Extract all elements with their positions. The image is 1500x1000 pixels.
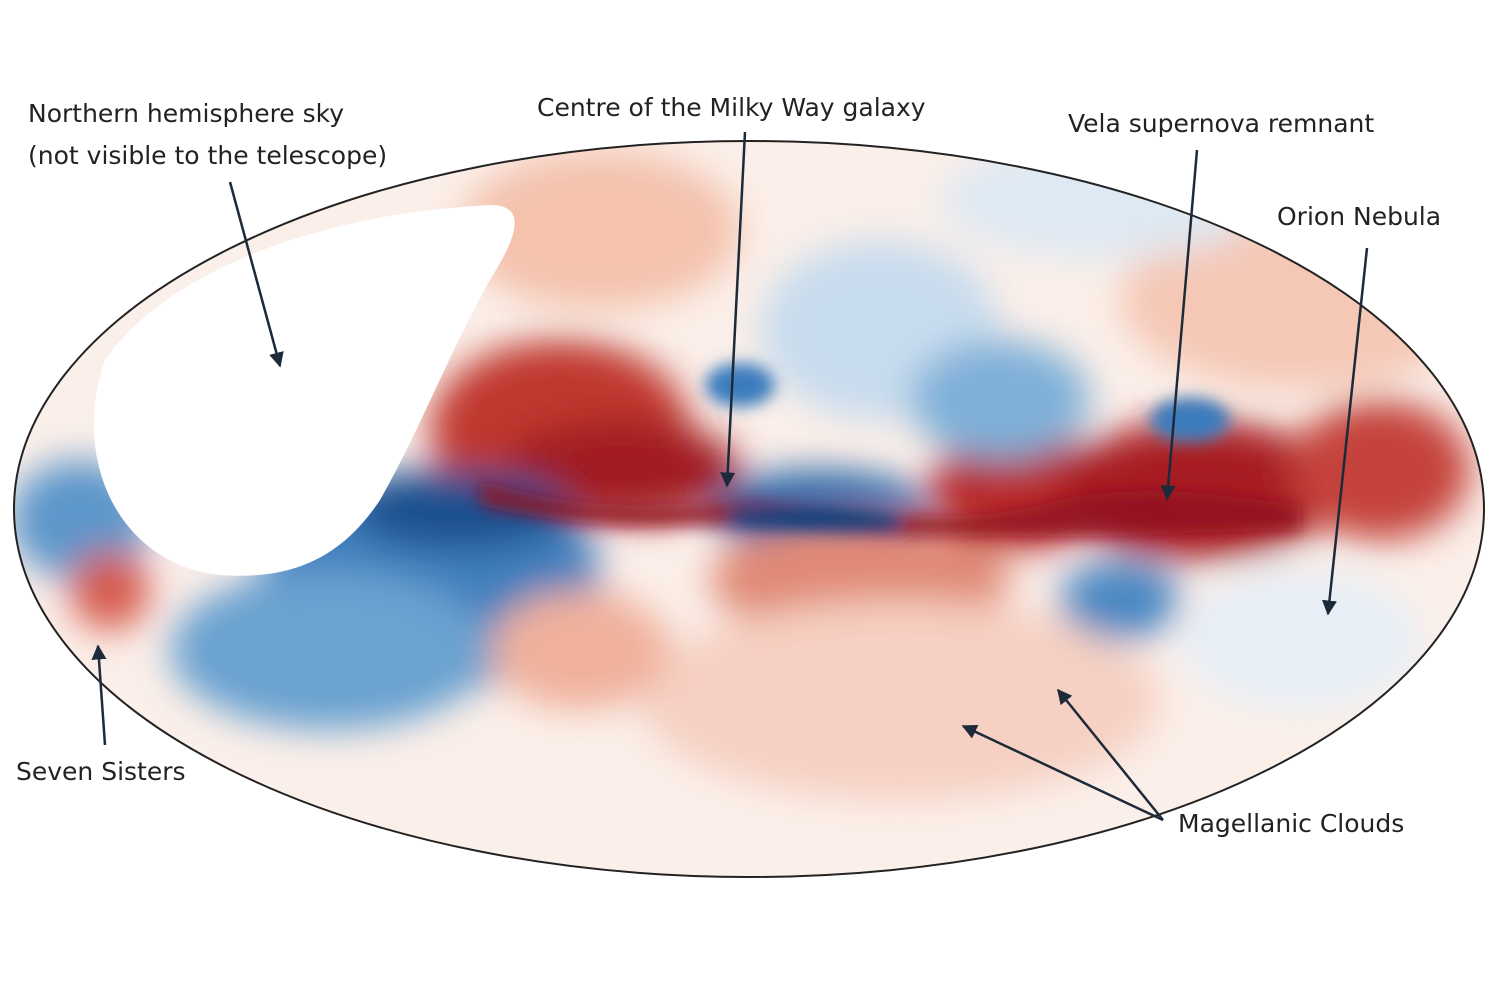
label: Centre of the Milky Way galaxy <box>537 93 926 122</box>
label: Orion Nebula <box>1277 202 1441 231</box>
galactic-plane <box>480 363 1300 537</box>
arrow <box>228 181 284 368</box>
arrow <box>961 724 1164 822</box>
arrow <box>720 131 747 488</box>
label: (not visible to the telescope) <box>28 141 387 170</box>
arrow <box>1057 688 1164 821</box>
arrow <box>1321 247 1369 616</box>
sky-map <box>14 141 1484 877</box>
sky-outline <box>13 140 1485 878</box>
label: Magellanic Clouds <box>1178 809 1404 838</box>
arrow <box>1160 149 1199 501</box>
unobserved-region <box>93 205 515 576</box>
arrow <box>91 644 107 746</box>
label: Northern hemisphere sky <box>28 99 344 128</box>
annotations: Northern hemisphere sky (not visible to … <box>16 93 1441 838</box>
label: Vela supernova remnant <box>1068 109 1374 138</box>
label: Seven Sisters <box>16 757 186 786</box>
